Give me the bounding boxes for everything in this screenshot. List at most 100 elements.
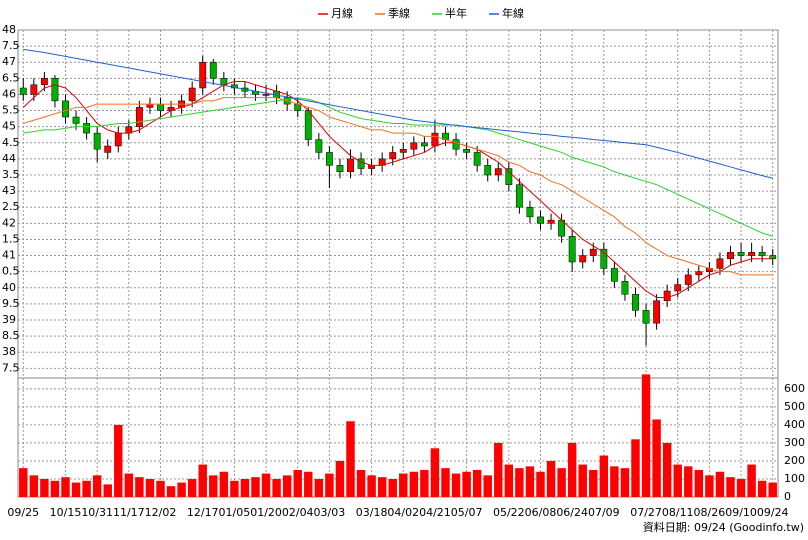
x-tick-label: 01/05	[219, 506, 251, 519]
volume-bar	[757, 480, 767, 497]
x-tick-label: 12/02	[145, 506, 177, 519]
volume-bar	[483, 475, 492, 497]
y-tick-label: 1.5	[2, 232, 20, 245]
volume-bar	[525, 466, 535, 497]
volume-bar	[462, 471, 471, 497]
y2-tick-label: 400	[784, 418, 805, 431]
volume-bar	[219, 471, 229, 497]
volume-bar	[599, 455, 609, 497]
ma-line	[23, 97, 773, 237]
candle-body	[135, 107, 143, 127]
legend-label: 半年	[445, 6, 467, 20]
volume-bar	[19, 468, 28, 497]
y-tick-label: 2.5	[2, 200, 20, 213]
y-tick-label: 3.5	[2, 168, 20, 181]
candle-body	[494, 168, 502, 176]
candle-body	[389, 152, 397, 160]
candle-body	[410, 142, 418, 150]
volume-bar	[472, 469, 482, 497]
candle-body	[621, 281, 629, 295]
candle-body	[72, 116, 80, 124]
candle-body	[114, 132, 122, 147]
volume-bar	[187, 478, 197, 497]
volume-bar	[409, 471, 419, 497]
volume-bar	[377, 477, 387, 497]
volume-bar	[536, 471, 545, 497]
volume-bar	[304, 471, 313, 497]
volume-bar	[325, 473, 334, 497]
x-tick-label: 02/04	[282, 506, 314, 519]
y2-tick-label: 500	[784, 400, 805, 413]
volume-bar	[420, 469, 429, 497]
y-tick-label: 0.5	[2, 265, 20, 278]
volume-bar	[40, 478, 49, 497]
y-tick-label: 7.5	[2, 39, 20, 52]
x-tick-label: 10/31	[81, 506, 113, 519]
x-tick-label: 03/18	[356, 506, 388, 519]
volume-bar	[92, 475, 102, 497]
plot-frame	[17, 29, 779, 498]
candle-body	[62, 100, 69, 118]
volume-bar	[620, 468, 630, 497]
y2-tick-label: 100	[784, 472, 805, 485]
y-tick-label: 47	[2, 55, 16, 68]
volume-bar	[494, 442, 503, 497]
volume-bar	[715, 471, 725, 497]
candle-body	[262, 94, 270, 96]
x-tick-label: 01/20	[250, 506, 282, 519]
volume-bar	[251, 477, 260, 497]
y-tick-label: 8.5	[2, 329, 20, 342]
candle-body	[505, 168, 513, 185]
volume-bar	[156, 480, 165, 497]
candle-body	[632, 293, 639, 311]
ma-line	[23, 48, 773, 179]
volume-bar	[367, 475, 376, 497]
volume-bar	[61, 477, 70, 497]
volume-bar	[145, 478, 155, 497]
candle-body	[431, 132, 439, 147]
footer: 資料日期: 09/24 (Goodinfo.tw)	[643, 520, 804, 534]
candle-body	[420, 142, 428, 147]
x-tick-label: 11/17	[113, 506, 145, 519]
y-tick-label: 48	[2, 23, 16, 36]
candle-body	[653, 300, 661, 324]
ma-line	[22, 81, 773, 298]
volume-bar	[230, 480, 239, 497]
candle-body	[30, 84, 38, 95]
candle-body	[104, 145, 112, 153]
y2-tick-label: 600	[784, 382, 805, 395]
candle-body	[515, 184, 523, 208]
x-tick-label: 07/09	[588, 506, 620, 519]
x-tick-label: 12/17	[187, 506, 219, 519]
legend-label: 年線	[502, 6, 524, 20]
x-tick-label: 04/02	[387, 506, 419, 519]
volume-bar	[589, 469, 598, 497]
ma-line	[23, 97, 773, 276]
volume-bar	[124, 473, 134, 497]
volume-bar	[641, 374, 651, 497]
candle-body	[93, 132, 101, 150]
candle-body	[716, 258, 724, 269]
candle-body	[748, 252, 756, 256]
x-tick-label: 05/22	[493, 506, 525, 519]
x-tick-label: 08/11	[662, 506, 694, 519]
volume-bar	[282, 475, 292, 497]
candle-body	[484, 165, 492, 176]
volume-bar	[293, 469, 302, 497]
volume-bar	[736, 478, 746, 497]
volume-bar	[335, 460, 345, 497]
volume-bar	[71, 482, 81, 497]
volume-bar	[441, 468, 450, 497]
candle-body	[537, 216, 544, 224]
y-tick-label: 7.5	[2, 361, 20, 374]
y-tick-label: 9.5	[2, 297, 20, 310]
candle-body	[325, 152, 333, 166]
volume-bar	[346, 421, 355, 497]
volume-bar	[451, 473, 461, 497]
candle-body	[589, 248, 597, 256]
volume-bar	[388, 478, 397, 497]
x-tick-label: 08/26	[694, 506, 726, 519]
candle-body	[157, 103, 164, 111]
candle-body	[336, 165, 344, 173]
candle-body	[610, 268, 618, 282]
